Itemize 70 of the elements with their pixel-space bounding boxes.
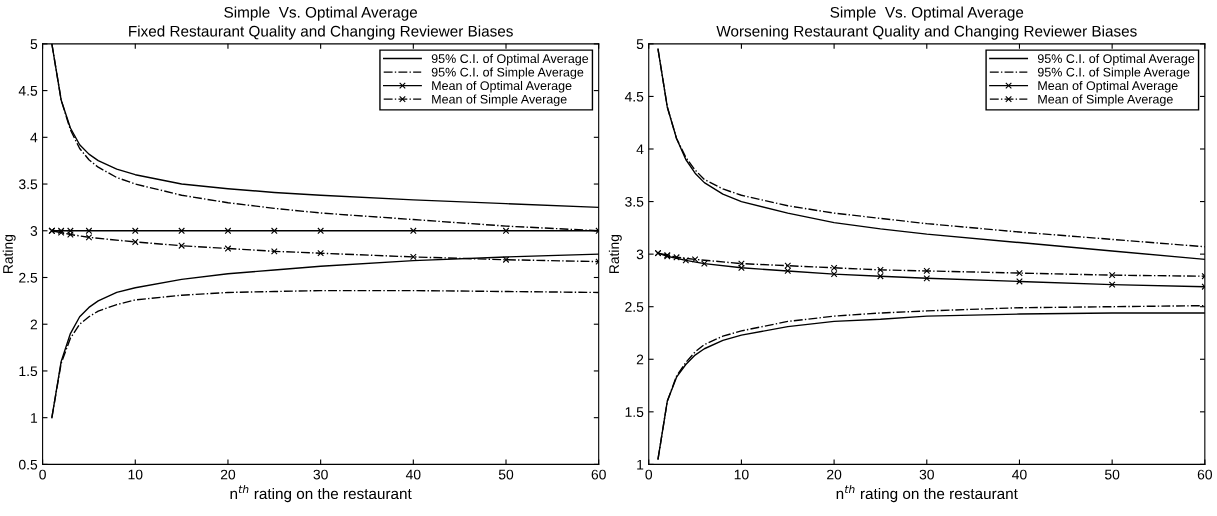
point <box>1108 271 1116 279</box>
point <box>131 238 139 246</box>
y-tick-label: 1.5 <box>19 366 38 377</box>
y-tick-label: 3 <box>636 249 644 260</box>
legend-label: 95% C.I. of Optimal Average <box>1037 53 1195 66</box>
x-tick-label: 50 <box>498 469 514 480</box>
point <box>131 227 139 235</box>
x-tick-label: 60 <box>1197 469 1213 480</box>
x-tick-label: 30 <box>313 469 328 480</box>
legend-label: Mean of Optimal Average <box>432 80 572 93</box>
point <box>270 227 278 235</box>
y-tick-label: 4.5 <box>18 86 38 96</box>
legend-label: 95% C.I. of Optimal Average <box>431 53 589 66</box>
chart-subtitle: Worsening Restaurant Quality and Changing Reviewer Biases <box>716 25 1137 40</box>
legend-label: Mean of Optimal Average <box>1038 80 1178 93</box>
y-tick-label: 5 <box>636 39 644 50</box>
x-tick-label: 60 <box>591 469 606 480</box>
point <box>1108 281 1116 288</box>
point <box>224 245 232 252</box>
x-axis-title: n$^{th}$ rating on the restaurant <box>230 484 412 503</box>
point <box>830 264 838 272</box>
y-tick-label: 4 <box>30 132 38 143</box>
point <box>923 274 931 282</box>
legend-label: Mean of Simple Average <box>1038 94 1173 107</box>
point <box>85 227 93 235</box>
x-tick-label: 30 <box>919 469 934 480</box>
x-tick-label: 0 <box>645 469 653 480</box>
x-tick-label: 40 <box>1012 469 1027 480</box>
x-tick-label: 20 <box>220 469 236 480</box>
y-tick-label: 0.5 <box>18 459 38 470</box>
y-tick-label: 4.5 <box>624 91 644 102</box>
y-axis-title: Rating <box>608 234 622 274</box>
chart-title: Simple Vs. Optimal Average <box>224 6 418 21</box>
y-tick-label: 4 <box>636 144 644 155</box>
point <box>877 266 884 274</box>
chart-title: Simple Vs. Optimal Average <box>830 6 1024 21</box>
chart-subtitle: Fixed Restaurant Quality and Changing Reviewer Biases <box>129 25 513 40</box>
x-tick-label: 10 <box>128 469 143 480</box>
x-tick-label: 50 <box>1104 469 1120 480</box>
point <box>85 233 93 241</box>
y-tick-label: 3 <box>30 226 38 236</box>
y-tick-label: 2 <box>30 319 38 330</box>
point <box>877 272 884 280</box>
y-axis-title: Rating <box>2 234 16 274</box>
point <box>923 267 931 275</box>
y-tick-label: 1.5 <box>625 407 644 417</box>
y-tick-label: 5 <box>30 39 38 50</box>
y-tick-label: 3.5 <box>625 196 644 207</box>
y-tick-label: 2 <box>636 354 644 365</box>
point <box>502 227 510 235</box>
x-axis-title: n$^{th}$ rating on the restaurant <box>836 484 1018 503</box>
point <box>691 256 699 263</box>
x-tick-label: 20 <box>827 469 842 480</box>
legend-label: 95% C.I. of Simple Average <box>1037 67 1190 80</box>
y-tick-label: 2.5 <box>625 302 644 312</box>
legend-label: Mean of Simple Average <box>432 94 567 107</box>
y-tick-label: 3.5 <box>18 179 38 190</box>
point <box>224 227 232 235</box>
point <box>409 253 417 261</box>
legend-label: 95% C.I. of Simple Average <box>431 67 584 80</box>
point <box>1016 269 1023 277</box>
x-tick-label: 0 <box>39 469 46 480</box>
y-tick-label: 2.5 <box>19 272 38 283</box>
point <box>502 256 510 264</box>
x-tick-label: 40 <box>405 469 421 480</box>
point <box>317 249 324 257</box>
y-tick-label: 1 <box>31 413 38 423</box>
x-tick-label: 10 <box>734 469 749 480</box>
y-tick-label: 1 <box>637 459 644 470</box>
point <box>784 262 792 270</box>
